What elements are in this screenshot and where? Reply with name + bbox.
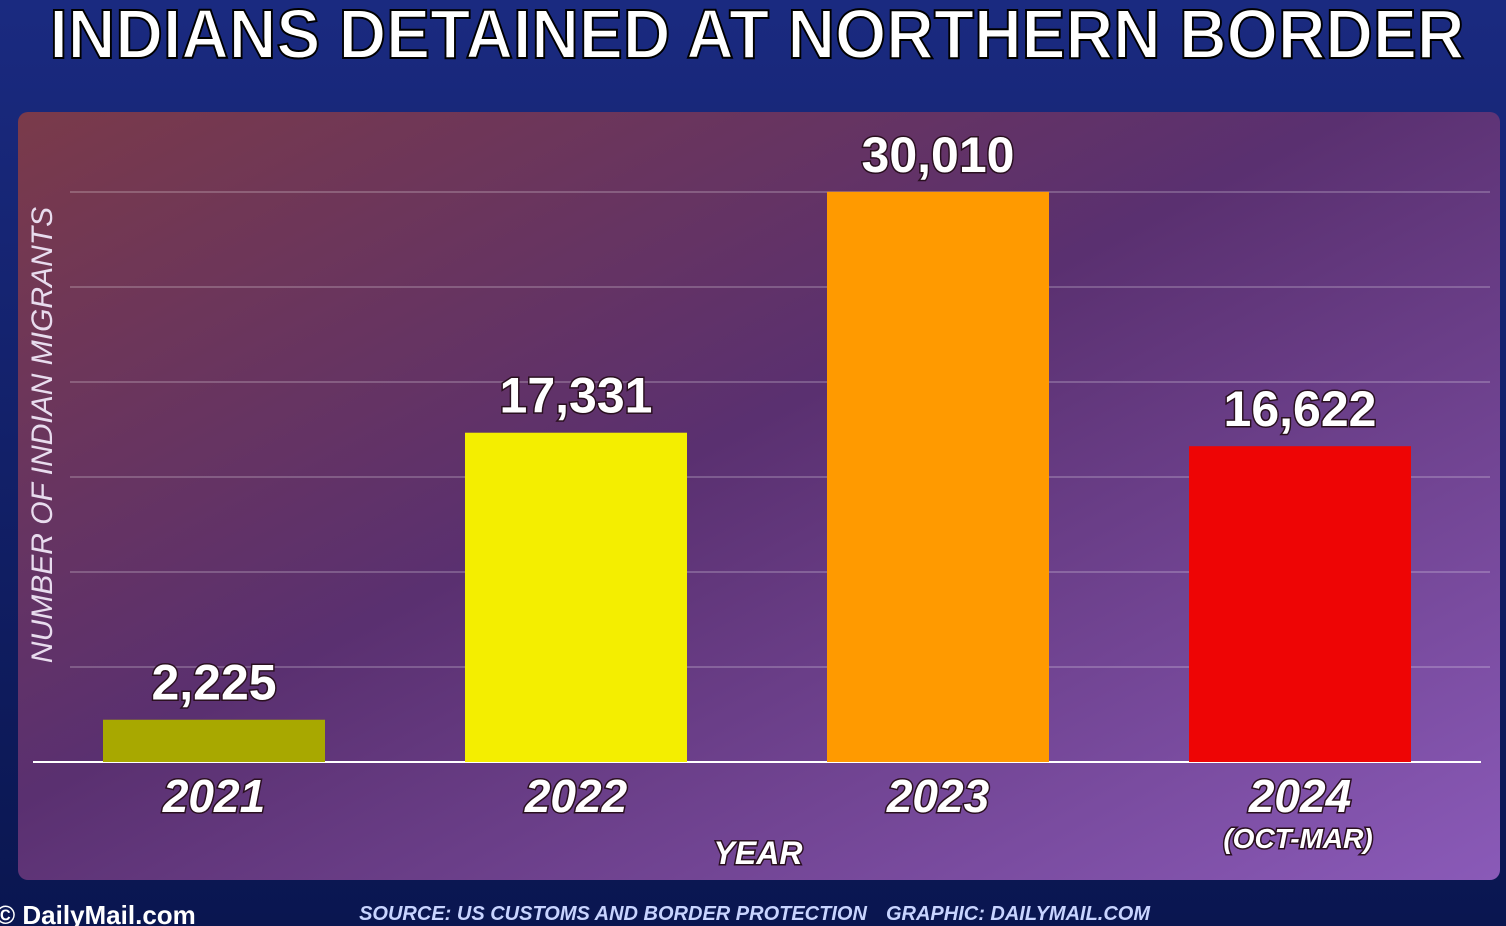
value-label: 2,225: [151, 655, 276, 711]
value-label: 16,622: [1224, 381, 1377, 437]
category-note: (OCT-MAR): [1223, 823, 1372, 854]
x-axis-label: YEAR: [714, 835, 803, 871]
x-tick-label: 2021: [162, 770, 265, 822]
bar: [103, 719, 325, 762]
bar: [827, 191, 1049, 762]
chart-title: INDIANS DETAINED AT NORTHERN BORDER: [50, 0, 1465, 73]
bar: [465, 432, 687, 762]
x-tick-label: 2022: [524, 770, 628, 822]
y-axis-label: NUMBER OF INDIAN MIGRANTS: [26, 207, 59, 663]
x-tick-label: 2023: [886, 770, 990, 822]
logo: © DailyMail.com: [0, 900, 196, 926]
source: SOURCE: US CUSTOMS AND BORDER PROTECTION: [359, 903, 867, 925]
value-label: 30,010: [862, 127, 1015, 183]
x-tick-label: 2024: [1248, 770, 1351, 822]
bar: [1189, 446, 1411, 762]
plot-panel: [18, 112, 1500, 880]
value-label: 17,331: [500, 368, 653, 424]
credit: GRAPHIC: DAILYMAIL.COM: [886, 903, 1151, 925]
